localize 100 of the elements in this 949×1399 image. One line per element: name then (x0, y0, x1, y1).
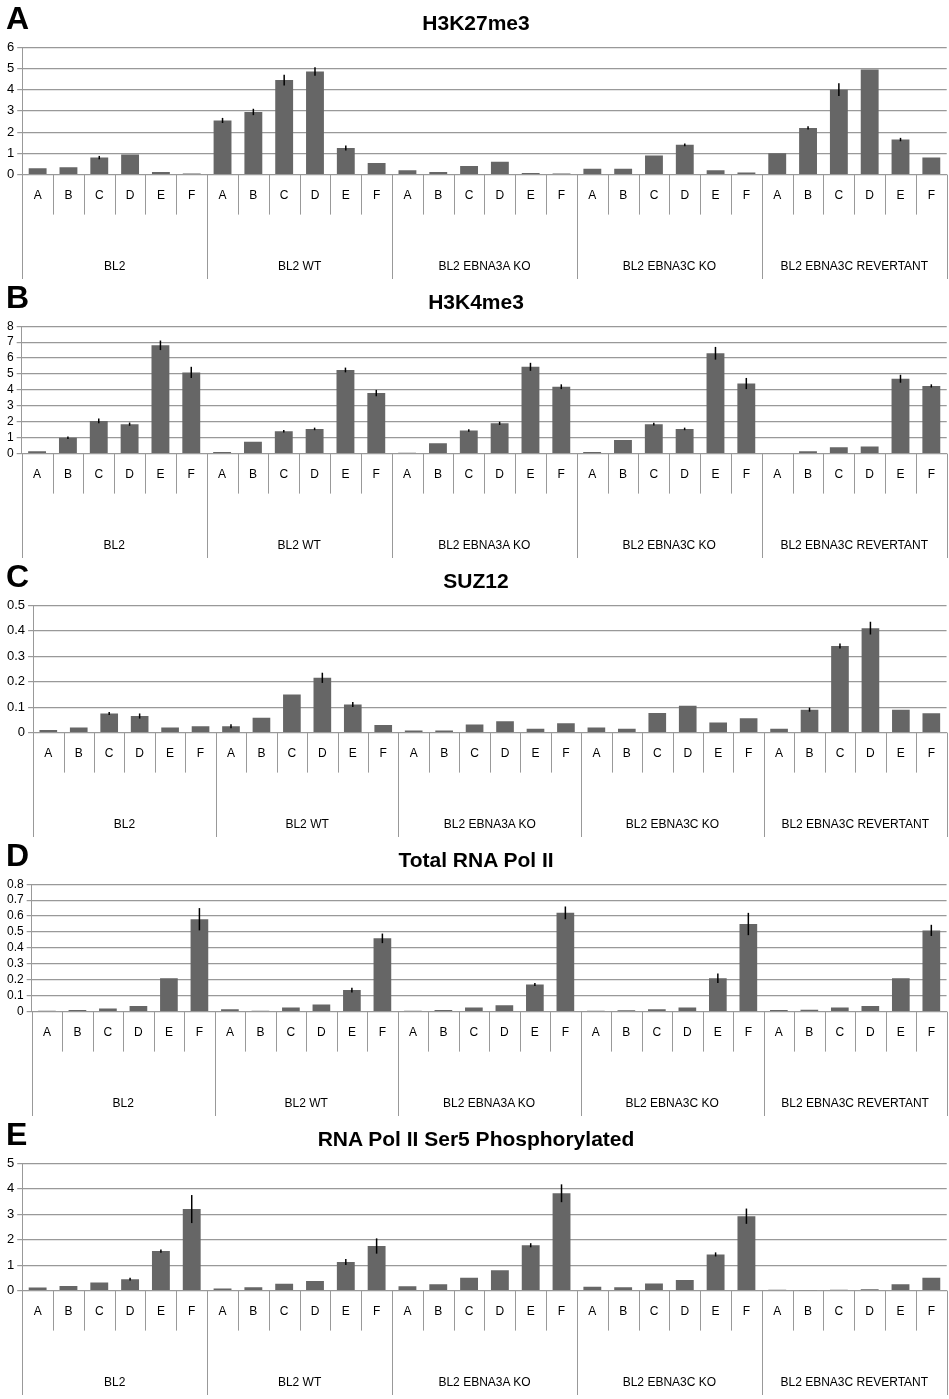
y-tick-label: 5 (6, 366, 14, 381)
x-tick-label: A (774, 1025, 783, 1040)
text: BL2 EBNA3C KO (622, 1374, 717, 1389)
y-tick-label: 4 (7, 81, 15, 97)
x-tick-label: A (773, 1304, 782, 1319)
x-tick-label: F (372, 188, 381, 203)
bar (737, 1216, 756, 1290)
x-tick-label: D (125, 188, 135, 203)
x-tick-label: C (104, 746, 114, 761)
bar (891, 378, 910, 453)
y-tick-label: 0 (16, 1003, 24, 1018)
x-tick-label: D (683, 746, 693, 761)
x-tick-label: D (310, 188, 320, 203)
bar (706, 170, 725, 174)
x-tick-label: D (317, 1025, 327, 1040)
bar (922, 385, 941, 453)
text: B (6, 278, 30, 315)
x-tick-label: F (562, 746, 570, 761)
x-tick-label: E (526, 188, 535, 203)
x-tick-label: F (187, 467, 195, 482)
bar (59, 167, 78, 174)
bar (830, 1007, 849, 1011)
bar (614, 1287, 633, 1290)
x-tick-label: A (408, 1025, 417, 1040)
bar (373, 938, 392, 1011)
bar (283, 694, 301, 732)
bar (120, 424, 139, 453)
bar (552, 386, 571, 453)
x-tick-label: F (557, 1304, 566, 1319)
bar (526, 984, 544, 1011)
bar (160, 978, 178, 1011)
y-tick-label: 3 (7, 1205, 15, 1221)
text: BL2 EBNA3C REVERTANT (780, 537, 929, 552)
bar (343, 990, 361, 1011)
text: BL2 WT (285, 816, 330, 831)
bar (305, 428, 324, 453)
x-tick-label: C (649, 188, 659, 203)
bar (860, 69, 879, 174)
chart-title: RNA Pol II Ser5 Phosphorylated (317, 1127, 635, 1151)
x-tick-label: C (279, 1304, 289, 1319)
x-tick-label: D (495, 467, 505, 482)
bar (336, 369, 355, 453)
x-tick-label: C (464, 467, 474, 482)
bar (100, 713, 119, 732)
bar (312, 1004, 331, 1011)
y-tick-label: 0 (17, 724, 26, 740)
x-tick-label: F (927, 467, 935, 482)
bar (799, 127, 817, 174)
x-tick-label: D (865, 1304, 875, 1319)
y-tick-label: 0.8 (6, 876, 24, 891)
x-tick-label: A (33, 188, 42, 203)
x-tick-label: E (711, 1304, 720, 1319)
x-tick-label: D (865, 188, 875, 203)
bar (860, 446, 879, 453)
bar (583, 168, 602, 174)
x-tick-label: C (834, 188, 844, 203)
x-tick-label: C (286, 1025, 296, 1040)
x-tick-label: C (649, 1304, 659, 1319)
text: BL2 EBNA3C KO (625, 1095, 719, 1110)
x-tick-label: A (218, 1304, 227, 1319)
text: BL2 EBNA3C KO (622, 258, 717, 273)
y-tick-label: 0 (7, 166, 15, 182)
x-tick-label: E (166, 746, 175, 761)
bar (213, 120, 232, 174)
y-tick-label: 0.4 (6, 622, 26, 638)
x-tick-label: F (378, 1025, 387, 1040)
x-tick-label: C (835, 1025, 845, 1040)
bar (891, 139, 910, 174)
bar (28, 168, 47, 174)
y-tick-label: 0.7 (6, 892, 24, 907)
x-tick-label: C (94, 467, 104, 482)
x-tick-label: A (588, 467, 597, 482)
x-tick-label: E (348, 746, 357, 761)
bar (429, 443, 447, 453)
bar (737, 383, 756, 453)
x-tick-label: B (257, 746, 266, 761)
x-tick-label: A (403, 188, 412, 203)
x-tick-label: A (218, 188, 227, 203)
bar (336, 148, 355, 174)
x-tick-label: A (588, 1304, 597, 1319)
y-tick-label: 5 (7, 60, 15, 76)
y-tick-label: 1 (7, 1256, 15, 1272)
x-tick-label: F (188, 1304, 196, 1319)
x-tick-label: F (927, 1304, 935, 1319)
x-tick-label: A (592, 746, 601, 761)
bar (678, 705, 697, 732)
text: BL2 EBNA3C REVERTANT (781, 816, 930, 831)
x-tick-label: A (226, 746, 235, 761)
x-tick-label: E (896, 1304, 905, 1319)
x-tick-label: A (409, 746, 418, 761)
x-tick-label: D (495, 1304, 505, 1319)
x-tick-label: D (125, 1304, 135, 1319)
text: BL2 (104, 258, 126, 273)
bar (648, 712, 667, 732)
text: BL2 EBNA3A KO (443, 1095, 536, 1110)
x-tick-label: F (196, 746, 205, 761)
bar (58, 437, 77, 453)
bar (922, 157, 941, 174)
bar (222, 726, 240, 732)
x-tick-label: A (588, 188, 597, 203)
